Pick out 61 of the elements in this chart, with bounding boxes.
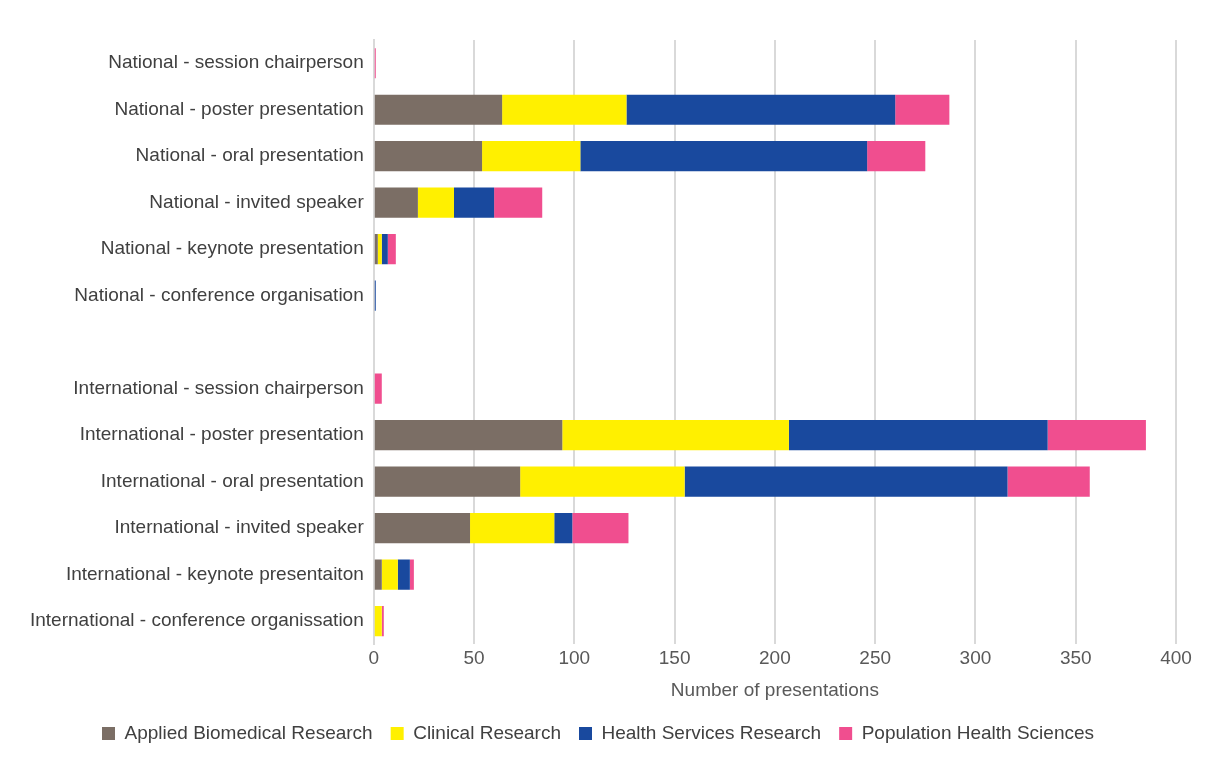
bar xyxy=(381,559,398,590)
y-tick-label: National - oral presentation xyxy=(135,144,364,166)
x-tick-label: 0 xyxy=(368,647,380,669)
bar xyxy=(580,141,868,172)
bar xyxy=(409,559,414,590)
y-tick-label: National - keynote presentation xyxy=(100,237,364,259)
bar xyxy=(562,420,789,451)
bar xyxy=(374,606,382,637)
x-tick-label: 350 xyxy=(1059,647,1092,669)
x-tick-label: 50 xyxy=(463,647,485,669)
y-tick-label: National - invited speaker xyxy=(149,190,365,212)
y-tick-label: International - keynote presentaiton xyxy=(65,562,364,584)
bar xyxy=(788,420,1048,451)
bar xyxy=(470,513,555,544)
legend-label: Applied Biomedical Research xyxy=(124,721,373,743)
bar xyxy=(417,187,454,218)
y-tick-label: International - invited speaker xyxy=(114,516,365,538)
y-tick-label: International - oral presentation xyxy=(100,469,364,491)
bar xyxy=(387,234,396,265)
bar xyxy=(381,606,384,637)
bar xyxy=(374,466,521,497)
bar xyxy=(377,234,382,265)
y-tick-label: National - poster presentation xyxy=(114,97,364,119)
bar xyxy=(895,94,950,125)
bar xyxy=(374,559,382,590)
y-tick-label: International - poster presentation xyxy=(79,423,364,445)
y-tick-label: International - session chairperson xyxy=(73,376,364,398)
bar xyxy=(374,234,378,265)
x-tick-label: 400 xyxy=(1160,647,1192,669)
bar xyxy=(374,141,483,172)
bar xyxy=(572,513,629,544)
bar xyxy=(397,559,410,590)
y-tick-label: International - conference organissation xyxy=(30,609,364,631)
bar xyxy=(374,94,503,125)
bar xyxy=(502,94,627,125)
bar xyxy=(374,513,471,544)
bar xyxy=(494,187,543,218)
bar xyxy=(374,420,563,451)
bar xyxy=(482,141,581,172)
x-tick-label: 150 xyxy=(658,647,691,669)
y-tick-label: National - conference organisation xyxy=(74,283,364,305)
legend-label: Health Services Research xyxy=(601,721,822,743)
bar xyxy=(381,234,388,265)
legend-label: Population Health Sciences xyxy=(861,721,1095,743)
x-tick-label: 200 xyxy=(759,647,791,669)
x-tick-label: 250 xyxy=(859,647,892,669)
bar xyxy=(1047,420,1146,451)
x-axis-title: Number of presentations xyxy=(670,678,879,700)
bar xyxy=(626,94,896,125)
bar xyxy=(684,466,1008,497)
legend-label: Clinical Research xyxy=(413,721,562,743)
bar xyxy=(374,187,418,218)
x-tick-label: 100 xyxy=(558,647,591,669)
x-tick-label: 300 xyxy=(959,647,992,669)
y-tick-label: National - session chairperson xyxy=(108,51,364,73)
bar xyxy=(1007,466,1090,497)
bar xyxy=(520,466,685,497)
bar xyxy=(374,373,382,404)
bar xyxy=(453,187,495,218)
bar xyxy=(554,513,573,544)
bar xyxy=(867,141,926,172)
